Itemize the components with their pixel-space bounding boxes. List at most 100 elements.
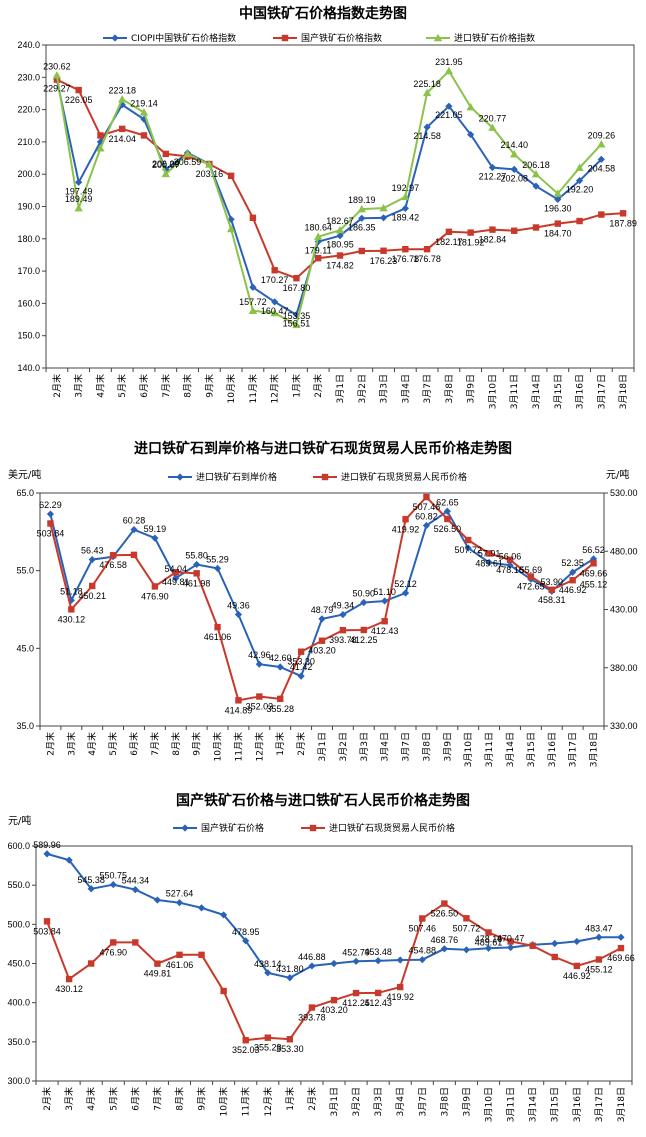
- series-1-point: [401, 204, 409, 212]
- series-1-point: [197, 904, 206, 912]
- series-line-2: [46, 902, 622, 1042]
- x-category-label: 3月9日: [466, 374, 477, 403]
- series-2-point: [598, 211, 605, 218]
- series-1-point: [422, 521, 431, 530]
- data-label: 54.04: [165, 564, 188, 574]
- data-label: 412.43: [364, 998, 392, 1008]
- series-2-point: [315, 254, 322, 262]
- series-1-point: [318, 615, 326, 623]
- data-label: 223.18: [108, 85, 136, 95]
- y-tick-label: 240.0: [17, 40, 40, 50]
- series-2-point: [532, 224, 540, 231]
- data-label: 180.95: [326, 240, 354, 250]
- data-label: 176.23: [370, 256, 398, 266]
- data-label: 180.64: [304, 223, 332, 233]
- x-category-label: 10月末: [225, 374, 237, 403]
- x-category-label: 10月末: [212, 732, 224, 761]
- series-2-point: [154, 960, 161, 967]
- data-label: 352.03: [232, 1045, 260, 1055]
- x-category-label: 3月10日: [463, 732, 474, 767]
- data-label: 214.58: [413, 131, 441, 141]
- series-2-point: [489, 226, 496, 233]
- series-2-point: [89, 582, 96, 590]
- series-2-point: [339, 626, 347, 634]
- data-label: 189.19: [348, 195, 376, 205]
- data-label: 431.80: [276, 964, 304, 974]
- series-1-point: [467, 130, 475, 139]
- series-3-point: [422, 88, 432, 97]
- x-category-label: 3月15日: [553, 374, 564, 409]
- data-label: 204.58: [588, 163, 616, 173]
- series-1-point: [352, 957, 360, 965]
- x-category-label: 3月18日: [616, 1087, 627, 1122]
- data-label: 589.96: [33, 840, 61, 850]
- series-2-point: [297, 648, 305, 655]
- x-category-label: 1月末: [284, 1087, 296, 1111]
- series-1-point: [423, 123, 431, 131]
- data-label: 157.72: [239, 297, 267, 307]
- series-2-point: [590, 560, 597, 567]
- x-category-label: 3月8日: [439, 1087, 450, 1116]
- data-label: 507.46: [409, 923, 437, 933]
- x-category-label: 12月末: [269, 374, 281, 403]
- data-label: 507.72: [453, 923, 481, 933]
- data-label: 489.61: [475, 937, 503, 947]
- series-2-point: [227, 172, 235, 180]
- series-1-point: [87, 885, 95, 893]
- series-2-point: [43, 918, 51, 925]
- x-category-label: 10月末: [218, 1087, 230, 1116]
- y-tick-label: 350.0: [7, 1037, 30, 1047]
- data-label: 476.90: [141, 591, 169, 601]
- data-label: 209.26: [588, 130, 616, 140]
- data-label: 202.08: [500, 173, 528, 183]
- x-category-label: 2月末: [306, 1087, 318, 1111]
- x-category-label: 3月8日: [421, 732, 432, 761]
- legend-swatch-2-marker: [281, 34, 289, 42]
- data-label: 476.90: [99, 947, 127, 957]
- x-category-label: 3月17日: [596, 374, 607, 409]
- series-2-point: [423, 493, 430, 501]
- data-label: 353.30: [276, 1044, 304, 1054]
- series-1-point: [286, 974, 294, 982]
- series-1-point: [445, 102, 453, 110]
- data-label: 450.21: [78, 591, 106, 601]
- data-label: 446.92: [563, 971, 591, 981]
- data-label: 184.70: [544, 229, 572, 239]
- y-tick-label: 550.0: [7, 880, 30, 890]
- y-tick-label: 230.0: [17, 72, 40, 82]
- x-category-label: 6月末: [129, 1087, 141, 1111]
- data-label: 52.35: [561, 558, 584, 568]
- x-category-label: 3月3日: [359, 732, 370, 761]
- series-2-point: [402, 516, 409, 523]
- x-category-label: 3月4日: [380, 732, 391, 761]
- x-category-label: 8月末: [173, 1087, 185, 1111]
- series-2-point: [286, 1036, 294, 1043]
- y-tick-label: 160.0: [17, 298, 40, 308]
- data-label: 449.81: [144, 969, 172, 979]
- series-2-point: [172, 569, 179, 576]
- data-label: 182.84: [479, 235, 507, 245]
- x-category-label: 5月末: [107, 732, 119, 756]
- data-label: 51.10: [373, 587, 396, 597]
- series-2-point: [132, 939, 139, 946]
- data-label: 472.65: [517, 582, 545, 592]
- series-2-point: [527, 573, 535, 580]
- x-category-label: 4月末: [94, 374, 106, 398]
- data-label: 452.79: [342, 947, 370, 957]
- data-label: 550.75: [99, 871, 127, 881]
- x-category-label: 2月末: [295, 732, 307, 756]
- data-label: 192.20: [566, 185, 594, 195]
- series-1-point: [109, 880, 117, 889]
- series-3-point: [183, 149, 192, 158]
- data-label: 42.96: [248, 650, 271, 660]
- series-1-point: [308, 962, 316, 970]
- x-category-label: 6月末: [138, 374, 150, 398]
- x-category-label: 7月末: [160, 374, 172, 398]
- series-2-point: [193, 570, 200, 577]
- data-label: 192.97: [392, 183, 420, 193]
- series-1-point: [297, 672, 305, 680]
- series-1-point: [43, 850, 51, 858]
- legend-label-2: 进口铁矿石现货贸易人民币价格: [341, 471, 467, 483]
- x-category-label: 7月末: [149, 732, 161, 756]
